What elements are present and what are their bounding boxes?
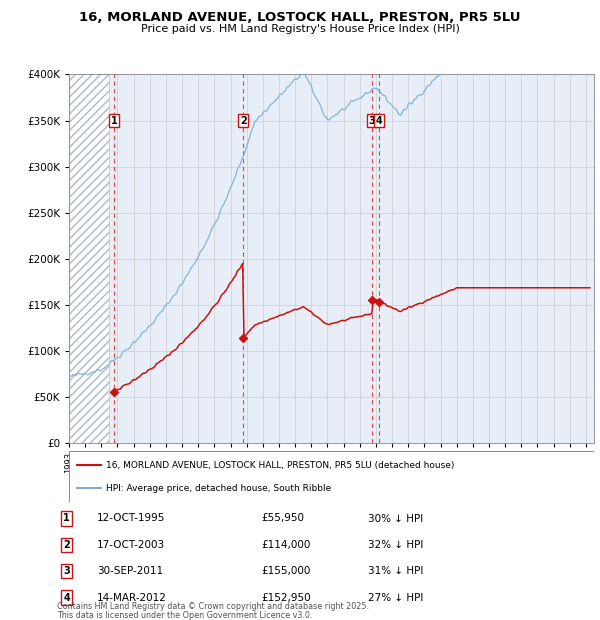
Text: Contains HM Land Registry data © Crown copyright and database right 2025.: Contains HM Land Registry data © Crown c… <box>57 602 369 611</box>
Text: 14-MAR-2012: 14-MAR-2012 <box>97 593 167 603</box>
Text: Price paid vs. HM Land Registry's House Price Index (HPI): Price paid vs. HM Land Registry's House … <box>140 24 460 33</box>
Text: 4: 4 <box>376 115 383 125</box>
Text: £155,000: £155,000 <box>261 566 310 576</box>
Text: 16, MORLAND AVENUE, LOSTOCK HALL, PRESTON, PR5 5LU: 16, MORLAND AVENUE, LOSTOCK HALL, PRESTO… <box>79 11 521 24</box>
Text: 32% ↓ HPI: 32% ↓ HPI <box>368 540 424 550</box>
Text: 30-SEP-2011: 30-SEP-2011 <box>97 566 163 576</box>
Bar <box>69 74 109 443</box>
Text: £152,950: £152,950 <box>261 593 311 603</box>
FancyBboxPatch shape <box>69 451 594 502</box>
Text: HPI: Average price, detached house, South Ribble: HPI: Average price, detached house, Sout… <box>106 484 331 493</box>
Text: 12-OCT-1995: 12-OCT-1995 <box>97 513 166 523</box>
Text: 27% ↓ HPI: 27% ↓ HPI <box>368 593 424 603</box>
Text: £55,950: £55,950 <box>261 513 304 523</box>
Text: 3: 3 <box>63 566 70 576</box>
Text: 3: 3 <box>368 115 375 125</box>
Text: £114,000: £114,000 <box>261 540 310 550</box>
Bar <box>69 74 109 443</box>
Text: 2: 2 <box>240 115 247 125</box>
Text: 17-OCT-2003: 17-OCT-2003 <box>97 540 166 550</box>
Text: This data is licensed under the Open Government Licence v3.0.: This data is licensed under the Open Gov… <box>57 611 313 619</box>
Text: 16, MORLAND AVENUE, LOSTOCK HALL, PRESTON, PR5 5LU (detached house): 16, MORLAND AVENUE, LOSTOCK HALL, PRESTO… <box>106 461 454 469</box>
Text: 1: 1 <box>110 115 118 125</box>
Text: 4: 4 <box>63 593 70 603</box>
Text: 30% ↓ HPI: 30% ↓ HPI <box>368 513 424 523</box>
Text: 1: 1 <box>63 513 70 523</box>
Text: 31% ↓ HPI: 31% ↓ HPI <box>368 566 424 576</box>
Text: 2: 2 <box>63 540 70 550</box>
